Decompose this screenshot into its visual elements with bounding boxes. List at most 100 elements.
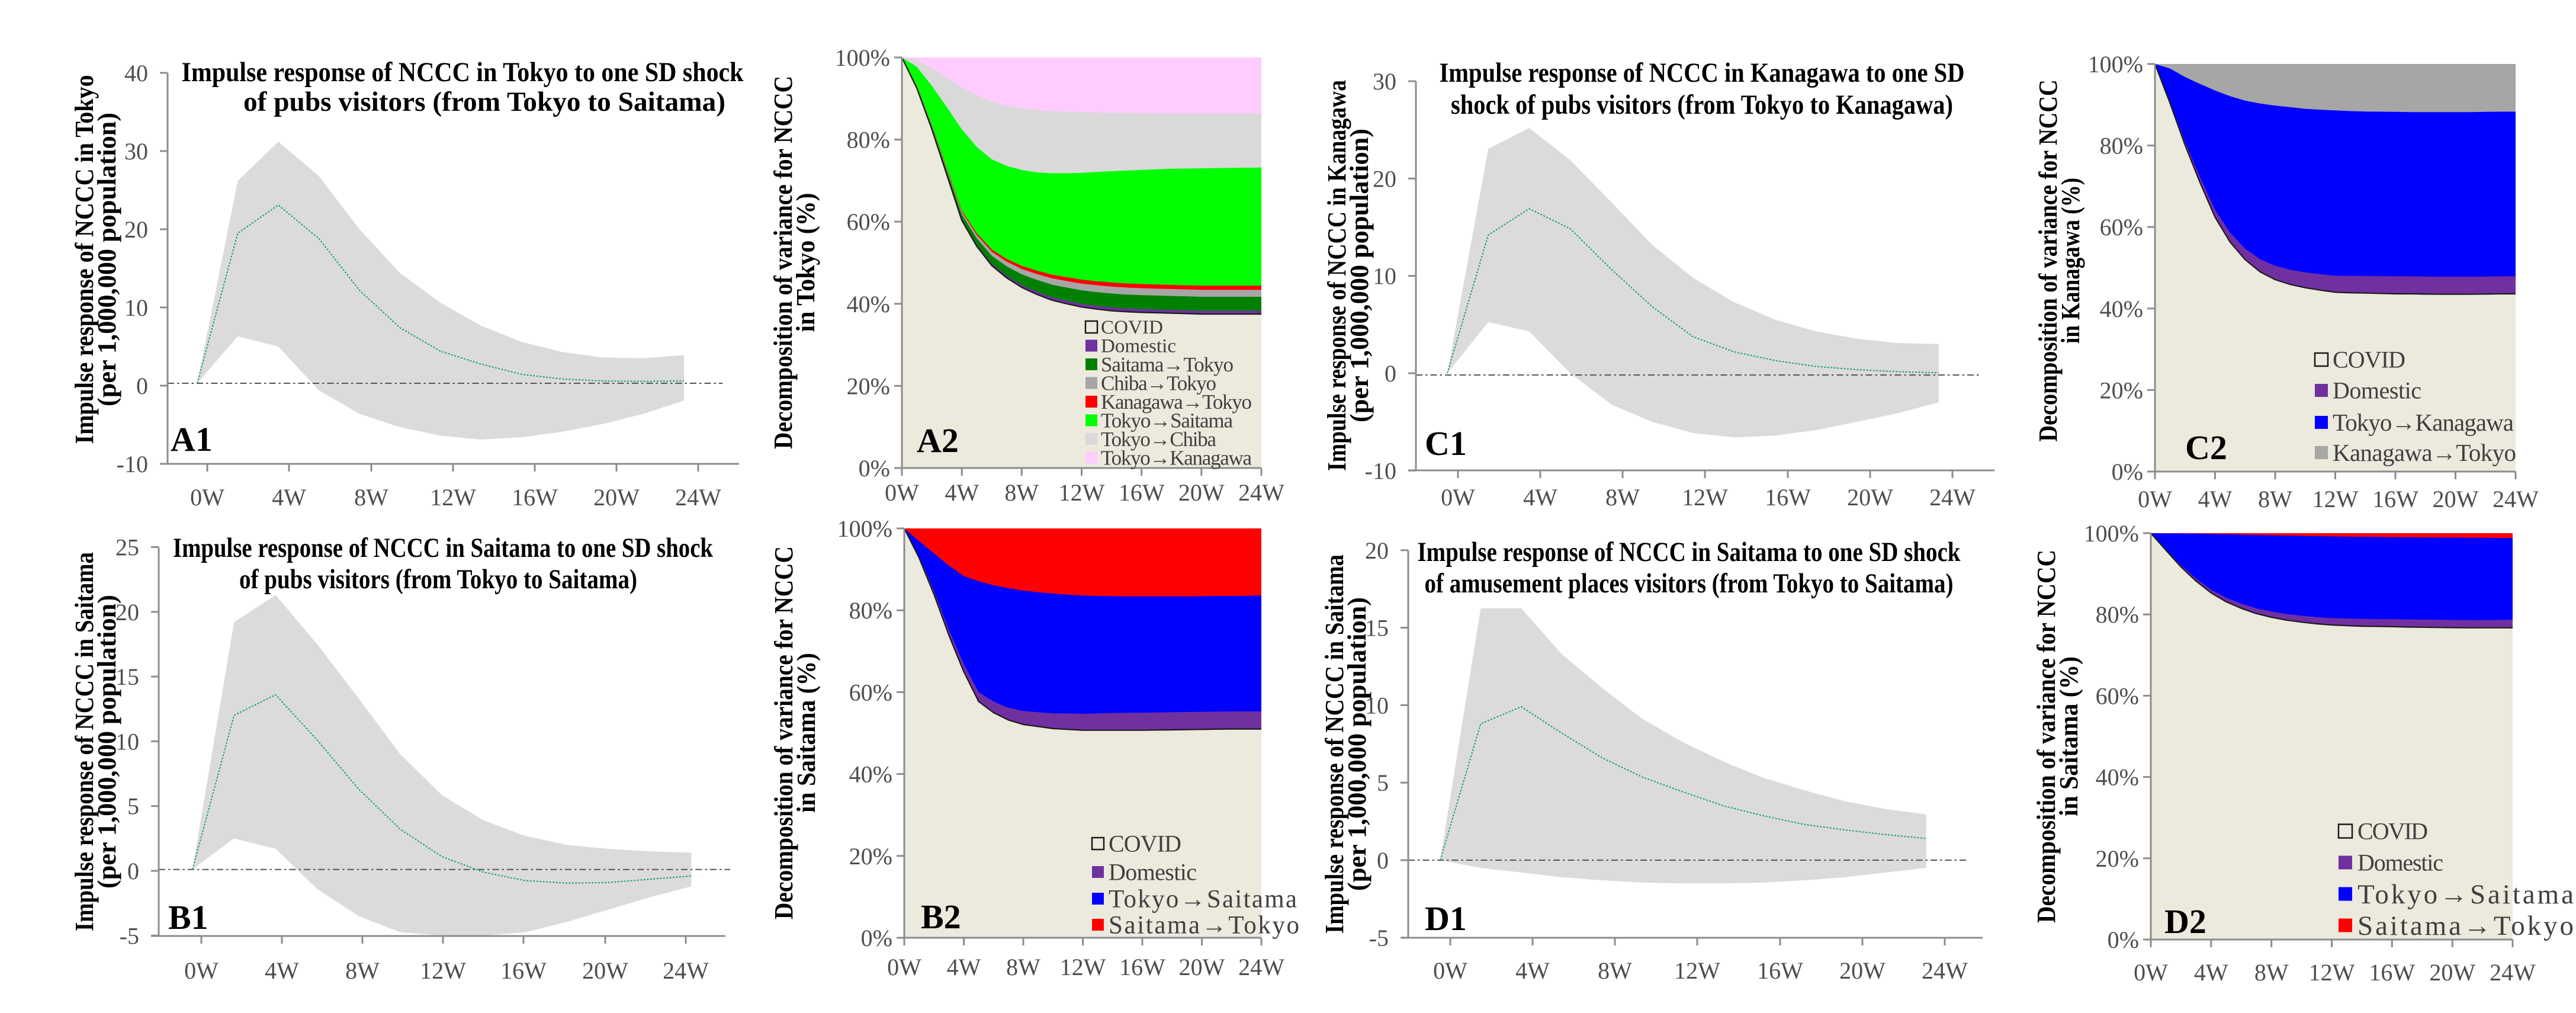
svg-text:Impulse response of NCCC in To: Impulse response of NCCC in Tokyo to one… (182, 57, 744, 88)
svg-text:shock of pubs visitors (from T: shock of pubs visitors (from Tokyo to Ka… (1451, 89, 1953, 120)
svg-text:60%: 60% (2100, 214, 2143, 241)
svg-text:24W: 24W (1238, 954, 1284, 980)
svg-text:-5: -5 (120, 922, 139, 949)
svg-text:24W: 24W (2490, 959, 2536, 986)
svg-text:of amusement places visitors (: of amusement places visitors (from Tokyo… (1425, 568, 1954, 599)
svg-text:0W: 0W (2138, 486, 2172, 512)
svg-text:Kanagawa→Tokyo: Kanagawa→Tokyo (1101, 390, 1252, 413)
svg-text:C2: C2 (2185, 428, 2227, 467)
svg-text:60%: 60% (2096, 682, 2139, 709)
svg-text:C1: C1 (1425, 424, 1467, 463)
svg-text:0%: 0% (861, 925, 892, 951)
svg-text:Tokyo→Kanagawa: Tokyo→Kanagawa (2333, 409, 2514, 436)
svg-text:(per 1,000,000 population): (per 1,000,000 population) (92, 595, 121, 889)
svg-text:Decomposition of variance for: Decomposition of variance for NCCC (2032, 550, 2061, 923)
svg-text:4W: 4W (2194, 959, 2228, 986)
svg-text:16W: 16W (512, 484, 558, 511)
svg-text:20: 20 (124, 216, 148, 243)
svg-text:Domestic: Domestic (1109, 859, 1197, 886)
svg-text:0W: 0W (2134, 959, 2168, 986)
svg-text:20%: 20% (847, 373, 890, 399)
svg-text:in Tokyo (%): in Tokyo (%) (791, 193, 820, 332)
svg-text:60%: 60% (847, 209, 890, 235)
svg-text:12W: 12W (1059, 479, 1105, 506)
svg-text:20: 20 (115, 599, 139, 626)
svg-text:0W: 0W (1433, 957, 1467, 984)
svg-text:20W: 20W (2429, 959, 2475, 986)
svg-text:20%: 20% (2100, 377, 2143, 403)
svg-text:16W: 16W (2372, 486, 2418, 512)
svg-text:100%: 100% (837, 515, 892, 542)
svg-text:A1: A1 (171, 420, 213, 459)
svg-text:4W: 4W (1515, 957, 1550, 984)
svg-text:10: 10 (1365, 692, 1389, 719)
svg-text:0: 0 (127, 858, 139, 884)
svg-text:100%: 100% (2084, 520, 2139, 547)
svg-text:0W: 0W (885, 479, 919, 506)
svg-text:40%: 40% (2100, 296, 2143, 322)
svg-text:Impulse response of NCCC in Sa: Impulse response of NCCC in Saitama to o… (1418, 537, 1961, 568)
svg-text:12W: 12W (420, 957, 466, 984)
svg-text:Decomposition of variance for: Decomposition of variance for NCCC (769, 546, 798, 919)
svg-text:40: 40 (124, 60, 148, 86)
svg-text:24W: 24W (2493, 486, 2539, 512)
svg-text:12W: 12W (2312, 486, 2359, 512)
svg-text:20%: 20% (849, 843, 892, 870)
svg-text:Saitama→Tokyo: Saitama→Tokyo (2357, 911, 2574, 941)
svg-text:20W: 20W (582, 957, 628, 984)
svg-text:8W: 8W (1004, 479, 1039, 506)
svg-text:in Saitama (%): in Saitama (%) (2054, 656, 2083, 816)
svg-text:15: 15 (1365, 615, 1389, 642)
svg-text:40%: 40% (849, 761, 892, 788)
svg-text:0W: 0W (184, 957, 219, 984)
svg-text:80%: 80% (847, 127, 890, 153)
svg-text:24W: 24W (663, 957, 709, 984)
svg-text:40%: 40% (847, 291, 890, 318)
svg-text:16W: 16W (2369, 959, 2415, 986)
svg-text:Domestic: Domestic (1101, 336, 1176, 357)
svg-text:8W: 8W (1598, 957, 1632, 984)
svg-text:8W: 8W (1605, 484, 1640, 511)
svg-text:8W: 8W (354, 484, 388, 511)
svg-text:(per 1,000,000 population): (per 1,000,000 population) (1342, 597, 1371, 891)
svg-text:20W: 20W (2433, 486, 2479, 512)
svg-text:in Saitama (%): in Saitama (%) (792, 653, 821, 813)
svg-text:8W: 8W (2254, 959, 2289, 986)
svg-text:0: 0 (1377, 847, 1389, 874)
svg-text:8W: 8W (2258, 486, 2292, 512)
svg-text:20W: 20W (1847, 484, 1893, 511)
svg-text:24W: 24W (1922, 957, 1968, 984)
svg-text:4W: 4W (265, 957, 299, 984)
svg-text:20W: 20W (1179, 954, 1225, 980)
svg-text:A2: A2 (917, 421, 959, 460)
svg-text:4W: 4W (2198, 486, 2233, 512)
svg-text:12W: 12W (1674, 957, 1720, 984)
svg-text:D2: D2 (2164, 902, 2206, 941)
svg-text:4W: 4W (272, 484, 306, 511)
svg-text:Saitama→Tokyo: Saitama→Tokyo (1109, 912, 1299, 940)
svg-text:Saitama→Tokyo: Saitama→Tokyo (1101, 353, 1234, 376)
svg-text:Tokyo→Kanagawa: Tokyo→Kanagawa (1101, 446, 1252, 469)
svg-text:Tokyo→Saitama: Tokyo→Saitama (1109, 886, 1297, 913)
svg-text:B2: B2 (921, 897, 961, 936)
svg-text:40%: 40% (2096, 764, 2139, 791)
svg-text:Domestic: Domestic (2333, 377, 2421, 404)
svg-text:10: 10 (124, 294, 148, 321)
svg-text:0%: 0% (2112, 459, 2143, 485)
svg-text:0: 0 (136, 373, 148, 399)
svg-text:16W: 16W (1119, 479, 1165, 506)
svg-text:Decomposition of variance for: Decomposition of variance for NCCC (769, 76, 798, 449)
svg-text:8W: 8W (1006, 954, 1040, 980)
svg-text:Kanagawa→Tokyo: Kanagawa→Tokyo (2333, 439, 2516, 466)
svg-text:15: 15 (115, 663, 139, 690)
svg-text:10: 10 (1373, 263, 1396, 290)
svg-text:20: 20 (1365, 537, 1389, 564)
svg-text:-10: -10 (117, 451, 148, 477)
svg-text:D1: D1 (1425, 899, 1467, 938)
svg-text:of pubs visitors (from Tokyo t: of pubs visitors (from Tokyo to Saitama) (239, 564, 637, 595)
svg-text:Impulse response of NCCC in Sa: Impulse response of NCCC in Saitama to o… (173, 533, 714, 563)
svg-text:16W: 16W (1119, 954, 1165, 980)
svg-text:-10: -10 (1365, 457, 1396, 484)
svg-text:Chiba→Tokyo: Chiba→Tokyo (1101, 371, 1216, 395)
svg-text:in Kanagawa (%): in Kanagawa (%) (2056, 178, 2085, 344)
